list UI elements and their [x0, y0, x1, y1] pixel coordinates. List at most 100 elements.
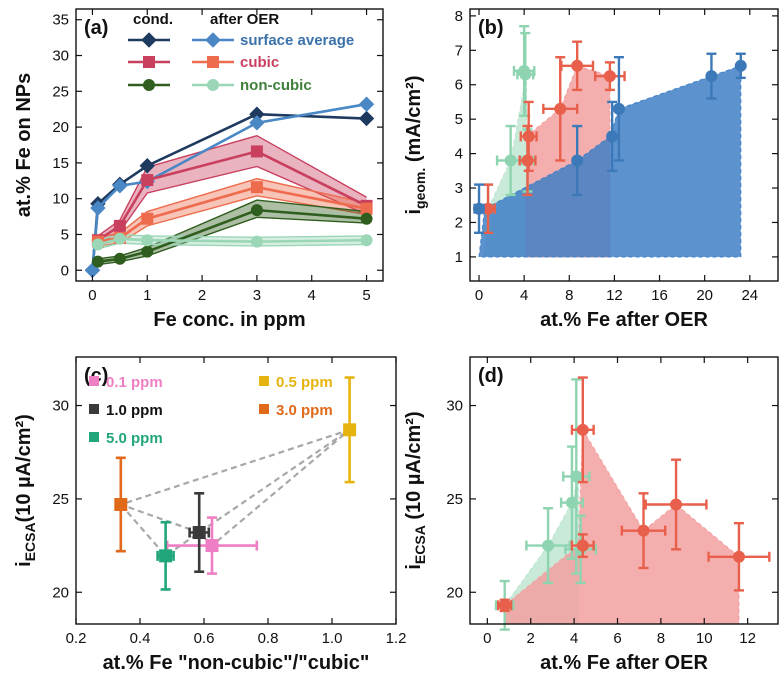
legend-header: after OER: [210, 11, 279, 28]
data-point: [139, 158, 155, 174]
x-tick-label: 5: [362, 287, 370, 304]
data-point: [358, 96, 375, 112]
x-tick-label: 4: [308, 287, 316, 304]
y-tick-label: 0: [61, 262, 69, 279]
data-point: [473, 202, 486, 215]
x-tick-label: 1.0: [322, 630, 343, 647]
data-point: [603, 70, 616, 83]
data-point: [343, 423, 357, 437]
legend-label: 0.1 ppm: [106, 374, 163, 391]
x-tick-label: 3: [253, 287, 261, 304]
x-tick-label: 12: [606, 287, 623, 304]
data-point: [360, 234, 373, 247]
data-point: [113, 219, 126, 232]
y-tick-label: 30: [52, 48, 69, 65]
x-axis-label: Fe conc. in ppm: [153, 309, 305, 331]
legend-label: 0.5 ppm: [276, 374, 333, 391]
legend-marker: [143, 56, 155, 68]
y-label-sub: ECSA: [22, 522, 38, 561]
data-point: [250, 204, 263, 217]
data-point: [159, 549, 173, 563]
x-tick-label: 0.2: [66, 630, 87, 647]
x-axis-label: at.% Fe "non-cubic"/"cubic": [103, 652, 370, 674]
legend-marker: [205, 32, 221, 48]
data-point: [554, 102, 567, 115]
x-tick-label: 0: [475, 287, 483, 304]
y-tick-label: 6: [455, 77, 463, 94]
y-tick-label: 8: [455, 8, 463, 25]
data-point: [612, 102, 625, 115]
band-edge: [97, 177, 367, 239]
y-tick-label: 3: [455, 180, 463, 197]
data-point: [358, 110, 375, 127]
axes-frame: [75, 8, 384, 282]
legend-label: cubic: [240, 54, 279, 71]
y-tick-label: 2: [455, 214, 463, 231]
axes-frame: [469, 8, 779, 282]
legend-marker: [207, 79, 219, 91]
x-tick-label: 8: [565, 287, 573, 304]
data-point: [705, 70, 718, 83]
y-label-unit: (mA/cm²): [403, 75, 425, 167]
legend-swatch: [89, 376, 99, 386]
y-tick-label: 5: [455, 111, 463, 128]
series-line: [91, 102, 367, 271]
y-axis-label: at.% Fe on NPs: [13, 73, 35, 217]
y-axis-label: iECSA (10 µA/cm²): [403, 411, 428, 569]
y-label-sub: ECSA: [412, 525, 428, 564]
y-label-unit: (10 µA/cm²): [403, 411, 425, 525]
legend-label: surface average: [240, 32, 354, 49]
data-point: [91, 255, 104, 268]
y-tick-label: 10: [52, 191, 69, 208]
x-axis-label: at.% Fe after OER: [540, 652, 708, 674]
data-point: [250, 145, 263, 158]
region-outline: [504, 427, 740, 625]
legend-header: cond.: [133, 11, 173, 28]
data-point: [141, 174, 154, 187]
data-point: [571, 154, 584, 167]
data-point: [732, 550, 745, 563]
x-tick-label: 10: [696, 630, 713, 647]
panel-label: (a): [84, 17, 108, 39]
x-tick-label: 16: [651, 287, 668, 304]
x-tick-label: 8: [657, 630, 665, 647]
panel-d: 0 2 4 6 8 10 12 20 25 30 (d) at.% Fe after OER iECSA…: [403, 356, 779, 674]
x-tick-label: 4: [570, 630, 578, 647]
data-point: [360, 202, 373, 215]
data-point: [542, 539, 555, 552]
y-label-sub: geom.: [412, 168, 428, 209]
data-point: [249, 115, 265, 131]
data-point: [250, 235, 263, 248]
data-point: [670, 498, 683, 511]
data-point: [112, 178, 128, 194]
data-point: [113, 232, 126, 245]
y-tick-label: 20: [52, 119, 69, 136]
data-point: [570, 470, 583, 483]
legend-label: non-cubic: [240, 77, 312, 94]
y-tick-label: 25: [52, 83, 69, 100]
data-point: [250, 181, 263, 194]
y-tick-label: 20: [446, 584, 463, 601]
axes-frame: [75, 356, 397, 625]
legend-swatch: [259, 404, 269, 414]
data-point: [498, 599, 511, 612]
axes-frame: [469, 356, 779, 625]
x-tick-label: 24: [741, 287, 758, 304]
data-point: [606, 130, 619, 143]
data-point: [141, 245, 154, 258]
region-outline: [478, 64, 742, 258]
y-tick-label: 20: [52, 584, 69, 601]
shaded-region: [479, 65, 741, 257]
y-label-unit: (10 µA/cm²): [13, 414, 35, 522]
data-point: [576, 423, 589, 436]
x-tick-label: 2: [198, 287, 206, 304]
connector-line: [117, 428, 351, 558]
data-point: [114, 498, 128, 512]
legend-marker: [143, 79, 155, 91]
data-point: [141, 212, 154, 225]
legend-swatch: [259, 376, 269, 386]
legend-label: 1.0 ppm: [106, 402, 163, 419]
y-tick-label: 35: [52, 12, 69, 29]
